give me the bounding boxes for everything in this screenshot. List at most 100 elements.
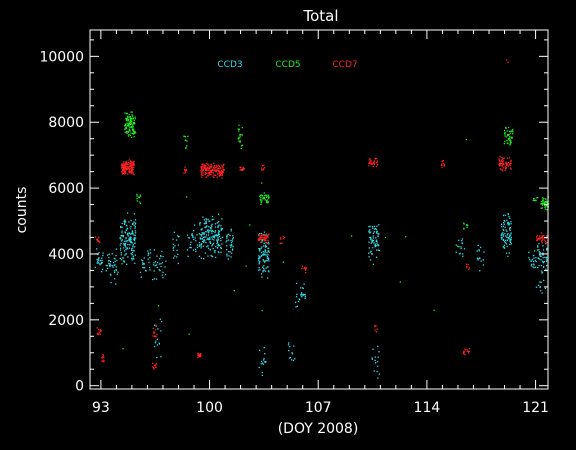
data-point: [502, 235, 505, 237]
data-point: [173, 231, 176, 233]
data-point: [301, 287, 304, 289]
data-point: [368, 231, 370, 233]
data-point: [544, 201, 546, 203]
data-point: [510, 162, 512, 165]
data-point: [220, 169, 223, 171]
data-point: [132, 222, 134, 224]
data-point: [147, 252, 149, 254]
data-point: [433, 309, 435, 311]
data-point: [153, 249, 155, 251]
data-point: [200, 171, 202, 174]
data-point: [127, 135, 130, 137]
data-point: [129, 238, 131, 241]
data-point: [260, 197, 262, 199]
data-point: [531, 263, 533, 265]
data-point: [195, 248, 197, 250]
data-point: [263, 359, 265, 361]
data-point: [125, 127, 127, 129]
data-point: [153, 278, 156, 280]
data-point: [203, 240, 205, 242]
data-point: [120, 254, 122, 256]
y-tick-label: 0: [75, 379, 84, 395]
data-point: [292, 359, 295, 362]
data-point: [540, 201, 543, 203]
legend: CCD3 CCD5 CCD7: [217, 60, 357, 70]
data-point: [106, 265, 108, 267]
data-point: [262, 253, 265, 255]
data-point: [540, 203, 542, 205]
data-point: [257, 239, 259, 241]
data-point: [504, 239, 506, 242]
data-point: [374, 359, 376, 361]
data-point: [131, 161, 134, 163]
data-point: [373, 160, 375, 162]
data-point: [543, 235, 545, 237]
data-point: [505, 229, 507, 231]
data-point: [372, 227, 374, 229]
data-point: [127, 232, 129, 235]
data-point: [134, 116, 136, 118]
data-point: [124, 131, 126, 133]
data-point: [127, 161, 130, 164]
data-point: [226, 255, 228, 257]
data-point: [258, 237, 261, 239]
data-point: [267, 266, 269, 268]
data-point: [125, 161, 127, 164]
data-point: [300, 294, 302, 296]
data-point: [200, 176, 203, 178]
data-point: [186, 234, 189, 236]
data-point: [259, 257, 261, 259]
data-point: [184, 135, 186, 138]
data-point: [97, 259, 100, 261]
data-point: [187, 135, 189, 137]
data-point: [377, 233, 379, 235]
data-point: [125, 123, 127, 125]
data-point: [135, 237, 137, 239]
data-point: [506, 59, 508, 61]
data-point: [136, 200, 138, 202]
data-point: [198, 354, 201, 356]
data-point: [217, 239, 219, 241]
data-point: [465, 349, 467, 351]
data-point: [126, 115, 129, 117]
data-point: [462, 253, 464, 255]
data-point: [511, 129, 513, 132]
data-point: [186, 140, 188, 142]
data-point: [131, 248, 133, 250]
data-point: [134, 262, 136, 264]
data-point: [509, 144, 511, 146]
data-point: [458, 239, 460, 241]
data-point: [507, 221, 509, 223]
data-point: [259, 194, 262, 196]
data-point: [302, 294, 304, 296]
data-point: [210, 174, 212, 176]
data-point: [152, 366, 154, 368]
data-point: [510, 141, 512, 143]
data-point: [115, 255, 117, 257]
data-point: [240, 145, 243, 147]
data-point: [529, 259, 531, 261]
data-point: [545, 240, 547, 242]
data-point: [258, 262, 261, 264]
data-point: [267, 239, 269, 241]
data-point: [209, 170, 212, 172]
data-point: [131, 223, 134, 225]
data-point: [149, 257, 151, 259]
data-point: [133, 136, 135, 138]
data-point: [545, 203, 547, 205]
data-point: [149, 252, 152, 254]
data-point: [212, 230, 214, 232]
plot-frame: [89, 29, 549, 390]
data-point: [538, 264, 540, 267]
data-point: [217, 241, 219, 244]
data-point: [502, 162, 504, 164]
data-point: [209, 242, 211, 244]
data-point: [505, 167, 507, 169]
data-point: [210, 254, 212, 257]
data-point: [213, 176, 215, 179]
data-point: [120, 226, 122, 229]
data-point: [142, 262, 144, 264]
data-point: [160, 263, 162, 265]
data-point: [133, 258, 135, 260]
data-point: [542, 202, 544, 204]
